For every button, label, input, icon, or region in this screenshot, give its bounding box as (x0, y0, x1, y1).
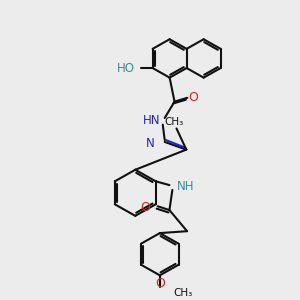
Text: N: N (146, 137, 155, 150)
Text: O: O (188, 91, 198, 104)
Text: O: O (140, 201, 150, 214)
Text: O: O (155, 277, 165, 290)
Text: NH: NH (177, 180, 195, 193)
Text: CH₃: CH₃ (174, 288, 193, 298)
Text: HO: HO (117, 61, 135, 74)
Text: HN: HN (143, 114, 161, 127)
Text: CH₃: CH₃ (164, 117, 183, 127)
